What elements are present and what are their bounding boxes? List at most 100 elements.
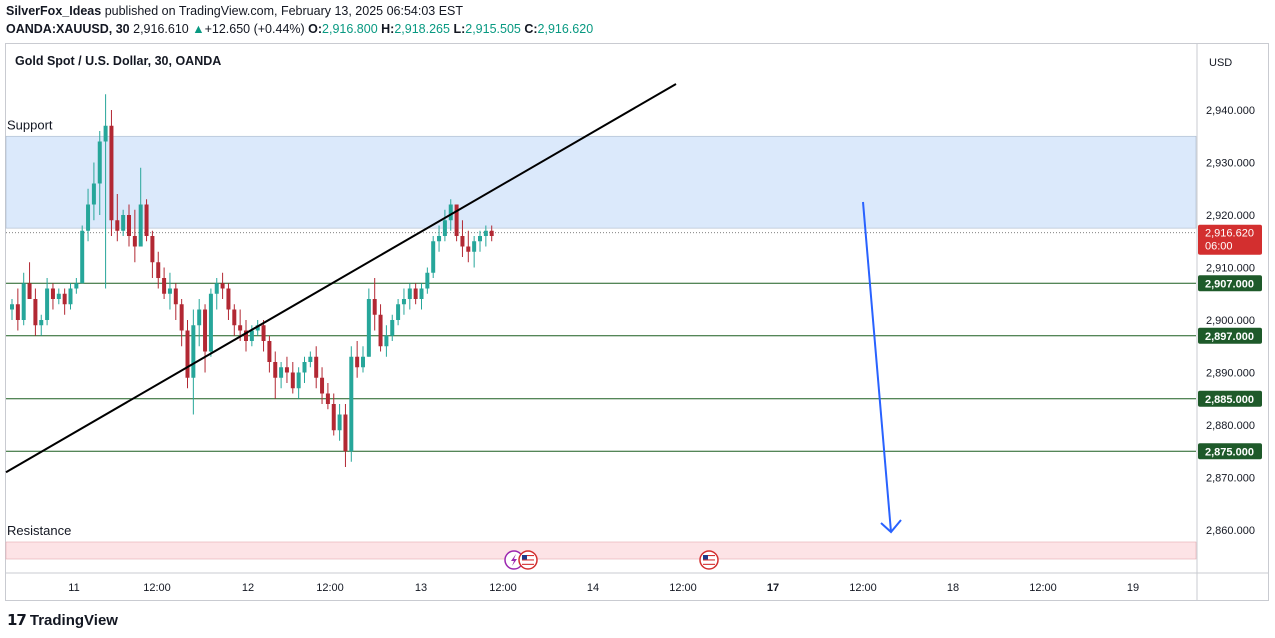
candle-body	[302, 362, 307, 373]
candle-body	[232, 309, 237, 326]
current-price-tag[interactable]	[1198, 224, 1262, 255]
candle-body	[401, 299, 406, 305]
candle-body	[419, 288, 424, 299]
level-price-tag[interactable]	[1198, 327, 1262, 344]
x-tick-label: 13	[415, 582, 427, 594]
candle-body	[366, 299, 371, 357]
candle-body	[349, 356, 354, 452]
candle-body	[355, 356, 360, 368]
candle-body	[115, 220, 120, 231]
x-tick-label: 12:00	[143, 582, 171, 594]
candle-body	[214, 283, 219, 294]
candle-body	[191, 325, 196, 378]
y-tick-label: 2,880.000	[1206, 420, 1255, 432]
candle-body	[27, 283, 32, 299]
candle-body	[68, 288, 73, 305]
candle-body	[33, 299, 38, 326]
candle-body	[15, 304, 20, 320]
candle-body	[267, 341, 272, 362]
x-tick-label: 14	[587, 582, 599, 594]
candle-body	[162, 278, 167, 294]
y-tick-label: 2,870.000	[1206, 473, 1255, 485]
flag-stripe	[522, 559, 534, 561]
flag-stripe	[703, 559, 715, 561]
close-label: C:	[524, 22, 538, 36]
chart-frame[interactable]	[5, 43, 1269, 601]
ohlc-bar: OANDA:XAUUSD, 30 2,916.610 ▲+12.650 (+0.…	[6, 22, 593, 36]
candle-body	[50, 288, 55, 299]
candle-body	[97, 141, 102, 184]
level-price-label: 2,907.000	[1205, 278, 1254, 290]
candle-body	[337, 414, 342, 431]
candle-body	[185, 330, 190, 378]
low-value: 2,915.505	[465, 22, 521, 36]
candle-body	[121, 215, 126, 231]
candle-body	[396, 304, 401, 320]
trendline[interactable]	[5, 83, 677, 474]
x-tick-label: 11	[68, 582, 79, 594]
candle-body	[279, 367, 284, 378]
y-tick-label: 2,910.000	[1206, 263, 1255, 275]
flag-stripe	[703, 557, 715, 559]
candle-body	[208, 293, 213, 352]
candle-body	[10, 304, 14, 310]
publish-date: published on TradingView.com, February 1…	[104, 4, 464, 18]
x-tick-label: 17	[767, 582, 779, 594]
candle-body	[249, 330, 254, 341]
candle-body	[238, 325, 243, 331]
x-tick-label: 12:00	[669, 582, 697, 594]
candle-body	[255, 325, 260, 331]
candle-body	[109, 125, 114, 221]
tradingview-logo[interactable]: 𝟭𝟳 TradingView	[7, 611, 118, 629]
flag-stripe	[522, 561, 534, 563]
x-tick-label: 12:00	[1029, 582, 1057, 594]
candle-body	[167, 288, 172, 294]
candle-body	[378, 314, 383, 347]
candle-body	[45, 288, 50, 320]
level-price-tag[interactable]	[1198, 390, 1262, 407]
candle-body	[21, 283, 26, 320]
candle-body	[372, 299, 377, 315]
candle-body	[320, 377, 325, 394]
candle-body	[296, 372, 301, 389]
tradingview-logo-icon: 𝟭𝟳	[7, 612, 27, 629]
candle-body	[478, 236, 482, 242]
level-price-tag[interactable]	[1198, 443, 1262, 460]
candle-body	[413, 288, 418, 299]
author-name[interactable]: SilverFox_Ideas	[6, 4, 102, 18]
candle-body	[74, 283, 79, 289]
candle-body	[132, 236, 137, 247]
candle-body	[407, 288, 412, 299]
down-arrow-line[interactable]	[862, 201, 892, 533]
open-value: 2,916.800	[322, 22, 378, 36]
candle-body	[226, 288, 231, 310]
candle-body	[448, 204, 453, 221]
candle-body	[91, 183, 96, 205]
candle-body	[179, 304, 184, 331]
candle-body	[244, 330, 248, 341]
x-tick-label: 12	[242, 582, 254, 594]
candle-body	[156, 262, 161, 278]
y-tick-label: 2,890.000	[1206, 368, 1255, 380]
flag-stripe	[703, 563, 715, 565]
chart-title: Gold Spot / U.S. Dollar, 30, OANDA	[15, 54, 221, 68]
candle-body	[431, 241, 436, 273]
candle-body	[39, 320, 44, 326]
candle-body	[138, 204, 143, 247]
y-tick-label: 2,930.000	[1206, 158, 1255, 170]
level-price-tag[interactable]	[1198, 275, 1262, 292]
flag-canton	[703, 555, 708, 560]
candle-body	[273, 362, 278, 378]
candle-body	[284, 367, 289, 373]
candle-body	[56, 293, 61, 299]
currency-label[interactable]: USD	[1209, 57, 1232, 69]
low-label: L:	[453, 22, 466, 36]
candle-body	[437, 236, 442, 242]
candle-body	[472, 241, 477, 252]
down-arrow-head-icon	[880, 519, 902, 534]
candle-body	[220, 283, 225, 289]
candle-body	[343, 414, 348, 452]
candle-body	[80, 230, 85, 284]
candle-body	[203, 309, 208, 352]
